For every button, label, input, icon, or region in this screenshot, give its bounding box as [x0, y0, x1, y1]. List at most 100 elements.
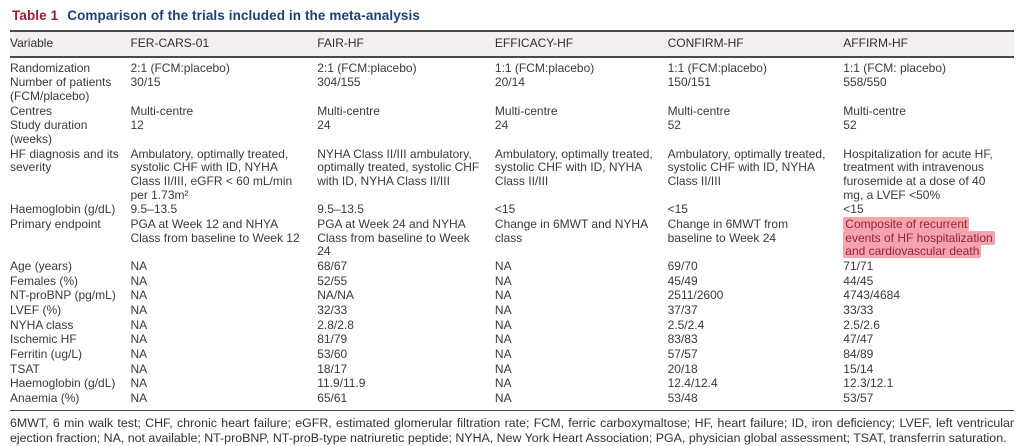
row-value: NA: [130, 303, 148, 318]
row-variable: NT-proBNP (pg/mL): [10, 288, 116, 303]
row-value: 52/55: [317, 273, 348, 288]
row-value: 33/33: [843, 303, 874, 318]
row-value: 57/57: [667, 347, 698, 362]
table-caption: Table 1 Comparison of the trials included…: [12, 8, 1014, 23]
row-variable: Ischemic HF: [10, 332, 77, 347]
row-variable: LVEF (%): [10, 303, 62, 318]
row-variable: Centres: [10, 103, 53, 118]
row-value: Multi-centre: [667, 103, 731, 118]
table-row: LVEF (%) NA 32/33 NA 37/37 33/33: [10, 303, 1014, 318]
row-value: 53/48: [667, 391, 844, 411]
table-row: Haemoglobin (g/dL) 9.5–13.5 9.5–13.5 <15 <15…: [10, 202, 1014, 217]
table-row: Anaemia (%) NA 65/61 NA 53/48 53/57: [10, 391, 1014, 411]
row-variable: Females (%): [10, 273, 79, 288]
column-header-affirm-hf: AFFIRM-HF: [843, 30, 1014, 58]
row-value: 52: [667, 118, 681, 133]
row-value: NYHA Class II/III ambulatory, optimally …: [317, 146, 480, 189]
table-row: NT-proBNP (pg/mL) NA NA/NA NA 2511/2600 4743/…: [10, 288, 1014, 303]
row-value: NA: [130, 391, 318, 411]
row-value: 4743/4684: [843, 288, 901, 303]
row-value: 15/14: [843, 361, 874, 376]
comparison-table: Variable FER-CARS-01 FAIR-HF EFFICACY-HF CON…: [10, 30, 1014, 411]
row-value: Multi-centre: [317, 103, 380, 118]
row-value: 9.5–13.5: [317, 202, 364, 217]
row-value: 150/151: [667, 75, 711, 90]
table-title: Comparison of the trials included in the…: [67, 8, 420, 23]
row-value: NA: [494, 332, 512, 347]
row-value: 24: [494, 118, 509, 133]
table-row: HF diagnosis and its severity Ambulatory,…: [10, 147, 1014, 203]
row-value: 20/14: [494, 75, 525, 90]
row-value: 45/49: [667, 273, 698, 288]
row-value: 2.8/2.8: [317, 317, 354, 332]
table-row: TSAT NA 18/17 NA 20/18 15/14: [10, 362, 1014, 377]
row-value: Multi-centre: [130, 103, 194, 118]
row-value: 2:1 (FCM:placebo): [130, 60, 230, 75]
column-header-fair-hf: FAIR-HF: [317, 30, 495, 58]
row-value: <15: [667, 202, 688, 217]
row-value: 20/18: [667, 361, 698, 376]
row-value: Multi-centre: [494, 103, 558, 118]
row-value: 84/89: [843, 347, 874, 362]
row-value: 12.3/12.1: [843, 376, 894, 391]
table-row: Ischemic HF NA 81/79 NA 83/83 47/47: [10, 332, 1014, 347]
row-value: 18/17: [317, 361, 348, 376]
row-value: 69/70: [667, 259, 698, 274]
row-variable: Number of patients (FCM/placebo): [10, 75, 112, 104]
row-value: 65/61: [317, 391, 495, 411]
row-value: 1:1 (FCM:placebo): [494, 60, 595, 75]
row-value: 53/60: [317, 347, 348, 362]
row-variable: TSAT: [10, 361, 40, 376]
row-variable: Ferritin (ug/L): [10, 347, 83, 362]
row-value: <15: [494, 202, 516, 217]
row-value: 24: [317, 118, 331, 133]
table-header: Variable FER-CARS-01 FAIR-HF EFFICACY-HF CON…: [10, 30, 1014, 58]
row-value: NA/NA: [317, 288, 354, 303]
row-value: NA: [130, 332, 148, 347]
row-value: NA: [130, 273, 148, 288]
row-value: 1:1 (FCM: placebo): [843, 60, 946, 75]
table-row: Centres Multi-centre Multi-centre Multi-cen…: [10, 104, 1014, 119]
row-value: 12.4/12.4: [667, 376, 718, 391]
row-value: NA: [494, 303, 512, 318]
row-value: Change in 6MWT and NYHA class: [494, 217, 648, 245]
row-value: Multi-centre: [843, 103, 906, 118]
row-value: 558/550: [843, 75, 887, 90]
row-value: Ambulatory, optimally treated, systolic …: [494, 146, 653, 189]
row-value: 304/155: [317, 75, 361, 90]
row-value: Ambulatory, optimally treated, systolic …: [667, 146, 826, 189]
row-variable: Anaemia (%): [10, 391, 131, 411]
row-value: NA: [494, 317, 512, 332]
row-value: Ambulatory, optimally treated, systolic …: [130, 146, 293, 202]
column-header-variable: Variable: [10, 30, 131, 58]
header-row: Variable FER-CARS-01 FAIR-HF EFFICACY-HF CON…: [10, 30, 1014, 58]
row-value: NA: [494, 259, 512, 274]
row-variable: Randomization: [10, 60, 91, 75]
row-value: PGA at Week 24 and NYHA Class from basel…: [317, 217, 470, 259]
row-value: 2.5/2.6: [843, 317, 880, 332]
row-value: 11.9/11.9: [317, 376, 366, 391]
row-value: NA: [494, 288, 512, 303]
row-value: NA: [130, 317, 148, 332]
row-value: NA: [494, 361, 512, 376]
row-value: 37/37: [667, 303, 698, 318]
table-label: Table 1: [12, 8, 59, 23]
highlighted-text: Composite of recurrent events of HF hosp…: [843, 217, 995, 259]
row-value: 81/79: [317, 332, 348, 347]
table-row: Age (years) NA 68/67 NA 69/70 71/71: [10, 259, 1014, 274]
row-variable: Age (years): [10, 259, 73, 274]
row-value: 12: [130, 118, 144, 133]
row-value: NA: [494, 376, 512, 391]
row-value: 9.5–13.5: [130, 202, 178, 217]
row-variable: Study duration (weeks): [10, 118, 88, 147]
row-value: PGA at Week 12 and NHYA Class from basel…: [130, 217, 300, 245]
row-value: 53/57: [843, 391, 1014, 411]
row-value: NA: [130, 288, 148, 303]
row-value: NA: [130, 376, 148, 391]
table-row: Ferritin (ug/L) NA 53/60 NA 57/57 84/89: [10, 347, 1014, 362]
row-value: 32/33: [317, 303, 348, 318]
row-value: 1:1 (FCM:placebo): [667, 60, 767, 75]
row-value: Change in 6MWT from baseline to Week 24: [667, 217, 789, 245]
table-figure: Table 1 Comparison of the trials included…: [10, 8, 1014, 446]
table-row: Primary endpoint PGA at Week 12 and NHYA …: [10, 217, 1014, 259]
